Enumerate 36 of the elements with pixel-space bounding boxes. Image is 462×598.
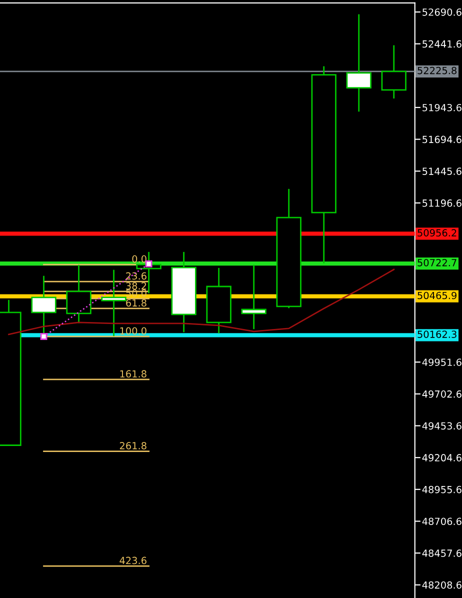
annotation: 423.6 [120,556,146,564]
candlestick [311,66,336,264]
candlestick [206,268,232,334]
annotation: 61.8 [126,299,146,307]
y-tick-label: 52441.6 [422,40,462,48]
annotation: 38.2 [126,282,146,290]
candlestick [171,252,196,332]
y-tick-label: 48955.6 [422,486,462,494]
y-tick-label: 51943.6 [422,104,462,112]
ref-line-label: 50722.7 [418,258,456,266]
candlestick [66,264,92,324]
line-series [8,268,395,336]
y-tick-label: 49702.6 [422,390,462,398]
candlestick [346,14,372,112]
ref-line-label: 50956.2 [418,229,456,237]
y-tick-label: 49204.6 [422,454,462,462]
y-tick-label: 51445.6 [422,168,462,175]
y-tick-label: 48706.6 [422,518,462,526]
annotation: 23.6 [126,272,146,280]
y-tick-label: 48208.6 [422,581,462,589]
ref-line-label: 50162.3 [418,330,456,338]
candlestick [276,188,302,308]
ref-line-label: 50465.9 [418,292,456,300]
y-tick-label: 49453.6 [422,422,462,430]
candlestick [241,264,266,330]
ref-line-label: 52225.8 [418,66,456,74]
annotation: 261.8 [120,442,146,450]
annotation: 100.0 [120,327,146,335]
y-tick-label: 51694.6 [422,136,462,144]
y-tick-label: 49951.6 [422,358,462,366]
y-tick-label: 51196.6 [422,199,462,207]
annotation: 0.0 [132,255,146,263]
annotation: 161.8 [120,370,146,378]
candlestick [381,45,406,99]
y-tick-label: 48457.6 [422,550,462,557]
y-tick-label: 52690.6 [422,8,462,16]
